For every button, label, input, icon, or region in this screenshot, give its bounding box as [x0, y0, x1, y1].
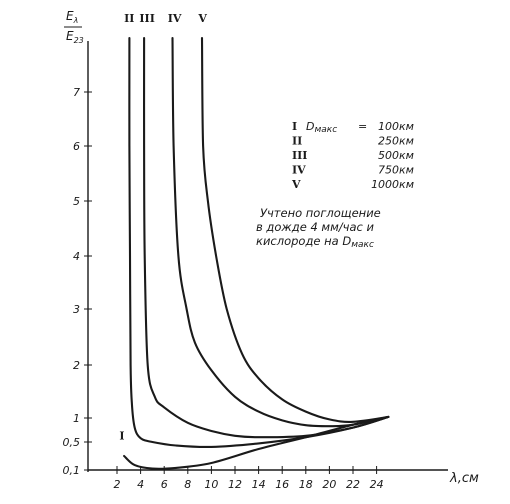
curve-3: [143, 36, 390, 439]
x-tick-label: 4: [137, 478, 144, 491]
y-ticks: 0,1 0,5 1 2 3 4 5 6 7: [63, 86, 92, 477]
legend-roman-2: II: [292, 135, 302, 148]
legend-equals: =: [358, 120, 367, 133]
x-tick-label: 6: [161, 478, 168, 491]
x-tick-label: 8: [184, 478, 191, 491]
annotation-line-1: Учтено поглощение: [260, 206, 381, 220]
legend-value-4: 750км: [378, 164, 414, 177]
legend-roman-5: V: [291, 178, 301, 191]
y-tick-label: 3: [73, 303, 80, 316]
x-tick-label: 12: [228, 478, 242, 491]
y-tick-label: 5: [73, 195, 80, 208]
x-tick-label: 14: [252, 478, 266, 491]
curve-4: [171, 36, 390, 428]
legend-value-5: 1000км: [371, 178, 414, 191]
x-tick-label: 18: [299, 478, 313, 491]
x-tick-label: 2: [114, 478, 121, 491]
annotation-line-3: кислороде на Dмакс: [256, 234, 374, 250]
x-tick-label: 20: [322, 478, 336, 491]
legend-roman-4: IV: [292, 164, 306, 177]
x-ticks: 2 4 6 8 10 12 14 16 18 20 22 24: [114, 466, 384, 491]
x-tick-label: 16: [275, 478, 289, 491]
curve-1: [123, 415, 390, 470]
curve-5: [200, 36, 390, 423]
y-axis-label-bottom: E23: [66, 29, 84, 45]
legend-value-3: 500км: [378, 149, 414, 162]
curve-label-1: I: [119, 430, 124, 443]
y-axis-label-top: Eλ: [66, 9, 78, 25]
y-tick-label: 4: [73, 250, 80, 263]
legend-symbol: Dмакс: [306, 120, 337, 135]
legend-roman-1: I: [292, 120, 297, 133]
y-tick-label: 2: [73, 359, 80, 372]
legend-value-2: 250км: [378, 135, 414, 148]
curves: [123, 36, 390, 470]
legend-roman-3: III: [292, 149, 307, 162]
curve-label-3: III: [139, 12, 154, 25]
y-tick-label: 7: [73, 86, 80, 99]
curve-label-4: IV: [168, 12, 182, 25]
annotation-line-2: в дожде 4 мм/час и: [256, 220, 374, 234]
y-tick-label: 0,5: [63, 436, 81, 449]
curve-2: [128, 36, 390, 449]
legend-value-1: 100км: [378, 120, 414, 133]
axes: [87, 41, 448, 472]
curve-label-2: II: [124, 12, 134, 25]
y-tick-label: 1: [73, 412, 80, 425]
x-axis-label: λ,см: [449, 471, 479, 486]
y-tick-label: 6: [73, 140, 80, 153]
curve-label-5: V: [197, 12, 207, 25]
x-tick-label: 10: [204, 478, 218, 491]
y-tick-label: 0,1: [63, 464, 81, 477]
legend: I 100км II 250км III 500км IV 750км V 1000км: [291, 120, 414, 191]
curve-labels: III III IV V: [119, 12, 207, 443]
x-tick-label: 22: [346, 478, 360, 491]
x-tick-label: 24: [370, 478, 384, 491]
